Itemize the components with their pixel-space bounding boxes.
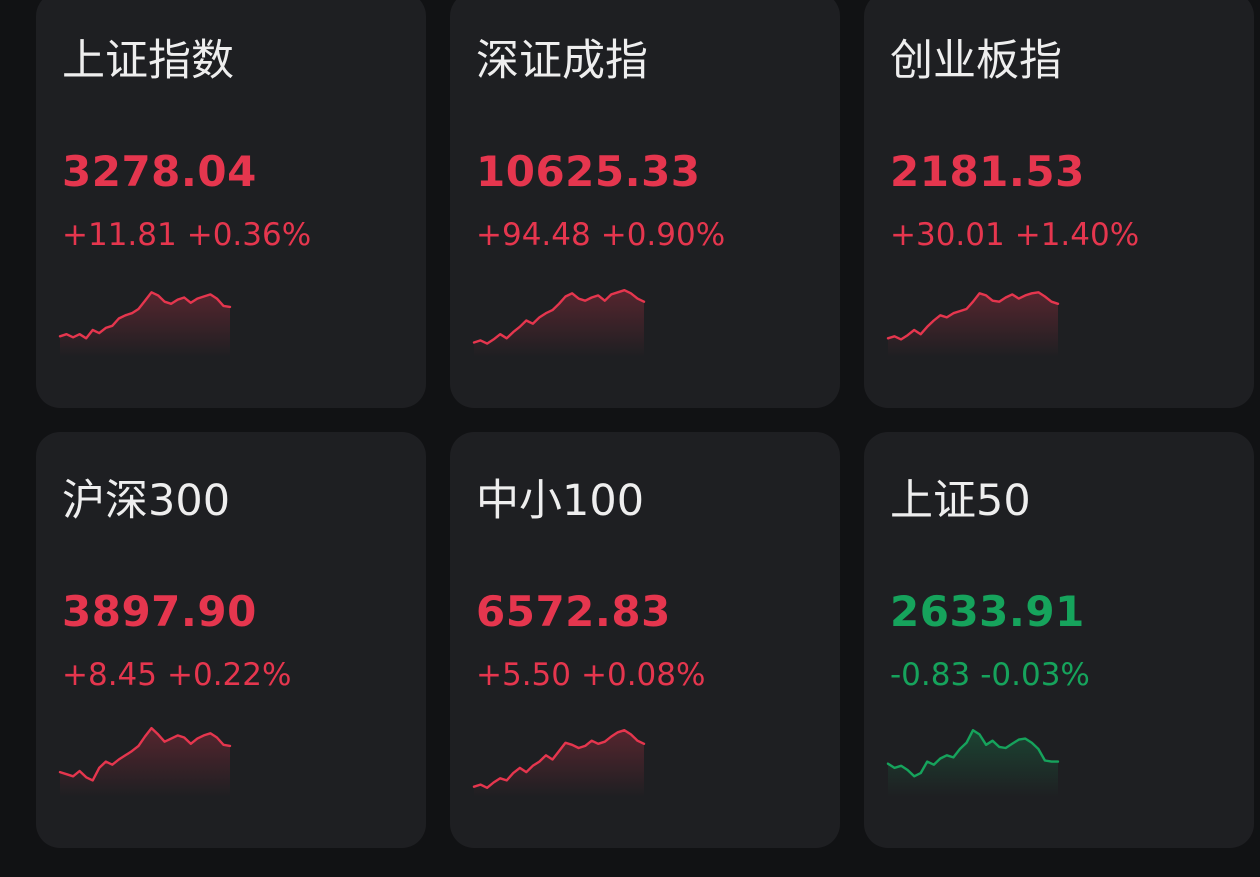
index-change-amount: +5.50 [476, 657, 571, 693]
index-card-chinext[interactable]: 创业板指 2181.53 +30.01 +1.40% [864, 0, 1254, 408]
sparkline-chart [58, 291, 232, 357]
index-change-amount: -0.83 [890, 657, 971, 693]
index-change-percent: +0.36% [186, 217, 312, 253]
index-change-amount: +11.81 [62, 217, 177, 253]
index-card-sme100[interactable]: 中小100 6572.83 +5.50 +0.08% [450, 432, 840, 848]
index-card-csi300[interactable]: 沪深300 3897.90 +8.45 +0.22% [36, 432, 426, 848]
index-change-percent: -0.03% [980, 657, 1090, 693]
sparkline-line [886, 729, 1060, 778]
index-name: 创业板指 [890, 36, 1062, 86]
sparkline-area [60, 292, 230, 357]
index-change-amount: +94.48 [476, 217, 591, 253]
index-change-percent: +0.90% [600, 217, 726, 253]
index-change: +5.50 +0.08% [476, 660, 705, 691]
index-change: +30.01 +1.40% [890, 220, 1139, 251]
sparkline-chart [472, 289, 646, 357]
sparkline-area [474, 730, 644, 797]
sparkline-area [60, 728, 230, 797]
index-price: 2181.53 [890, 147, 1085, 196]
index-price: 6572.83 [476, 587, 671, 636]
sparkline-line [58, 291, 232, 340]
index-price: 3897.90 [62, 587, 257, 636]
sparkline-chart [472, 729, 646, 797]
index-name: 上证指数 [62, 36, 234, 86]
sparkline-area [474, 290, 644, 357]
index-change: +94.48 +0.90% [476, 220, 725, 251]
sparkline-chart [886, 729, 1060, 797]
index-card-sse50[interactable]: 上证50 2633.91 -0.83 -0.03% [864, 432, 1254, 848]
sparkline-area [888, 730, 1058, 797]
index-change-amount: +30.01 [890, 217, 1005, 253]
index-card-shanghai-composite[interactable]: 上证指数 3278.04 +11.81 +0.36% [36, 0, 426, 408]
sparkline-line [472, 729, 646, 789]
index-change-amount: +8.45 [62, 657, 157, 693]
index-change-percent: +0.08% [581, 657, 706, 693]
index-change: +11.81 +0.36% [62, 220, 311, 251]
index-card-shenzhen-component[interactable]: 深证成指 10625.33 +94.48 +0.90% [450, 0, 840, 408]
sparkline-line [472, 289, 646, 345]
sparkline-line [58, 726, 232, 782]
index-price: 10625.33 [476, 147, 701, 196]
sparkline-chart [886, 291, 1060, 357]
index-price: 3278.04 [62, 147, 257, 196]
sparkline-area [888, 292, 1058, 357]
sparkline-chart [58, 726, 232, 797]
index-name: 中小100 [476, 476, 645, 526]
index-name: 沪深300 [62, 476, 231, 526]
index-price: 2633.91 [890, 587, 1085, 636]
sparkline-line [886, 291, 1060, 341]
index-change: +8.45 +0.22% [62, 660, 291, 691]
index-change: -0.83 -0.03% [890, 660, 1090, 691]
index-name: 深证成指 [476, 36, 648, 86]
index-change-percent: +0.22% [167, 657, 292, 693]
index-change-percent: +1.40% [1014, 217, 1140, 253]
index-name: 上证50 [890, 476, 1031, 526]
